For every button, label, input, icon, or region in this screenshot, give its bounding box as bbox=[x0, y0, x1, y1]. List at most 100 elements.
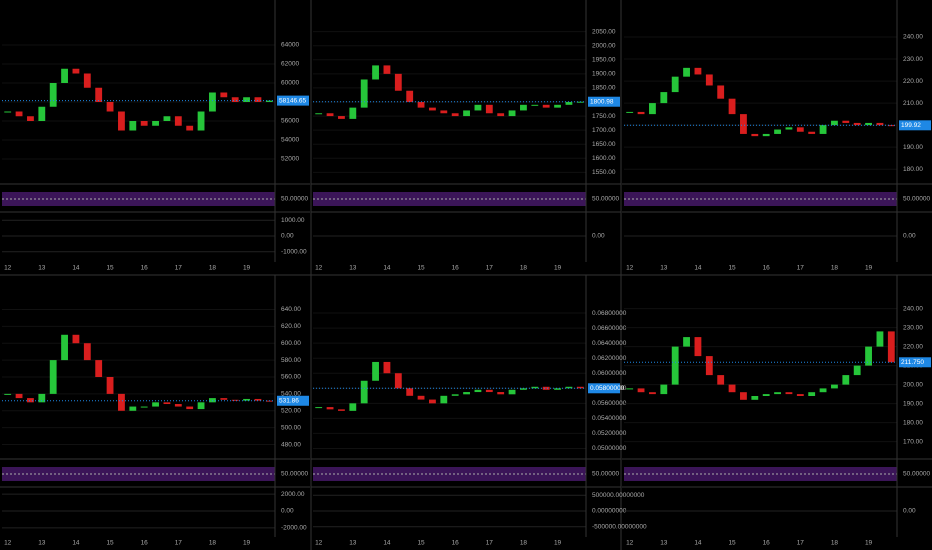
candle bbox=[72, 334, 80, 344]
candle bbox=[831, 120, 838, 126]
candle bbox=[728, 98, 736, 115]
macd-tick-label: 0.00 bbox=[281, 508, 294, 515]
candle bbox=[394, 373, 402, 389]
x-tick-label: 16 bbox=[763, 540, 771, 547]
y-tick-label: 520.00 bbox=[281, 407, 301, 414]
x-tick-label: 12 bbox=[315, 540, 323, 547]
candle bbox=[808, 131, 816, 134]
y-tick-label: 1950.00 bbox=[592, 56, 616, 63]
x-tick-label: 17 bbox=[175, 540, 183, 547]
x-tick-label: 13 bbox=[660, 540, 668, 547]
y-tick-label: 0.06200000 bbox=[592, 355, 627, 362]
y-tick-label: 56000 bbox=[281, 118, 299, 125]
candle bbox=[140, 406, 148, 408]
rsi-tick-label: 50.00000 bbox=[281, 471, 308, 478]
candle bbox=[508, 389, 516, 395]
price-badge bbox=[899, 120, 931, 131]
price-badge bbox=[277, 95, 309, 106]
x-tick-label: 14 bbox=[383, 265, 391, 272]
candle bbox=[887, 331, 895, 363]
candle bbox=[876, 122, 884, 126]
x-tick-label: 15 bbox=[417, 265, 425, 272]
candle bbox=[853, 122, 861, 126]
candle bbox=[152, 402, 159, 407]
y-tick-label: 0.06400000 bbox=[592, 340, 627, 347]
y-tick-label: 640.00 bbox=[281, 306, 301, 313]
y-tick-label: 480.00 bbox=[281, 441, 301, 448]
candle bbox=[842, 120, 850, 123]
y-tick-label: 240.00 bbox=[903, 305, 923, 312]
candle bbox=[451, 113, 459, 117]
candle bbox=[762, 133, 770, 137]
x-tick-label: 15 bbox=[106, 265, 114, 272]
x-tick-label: 13 bbox=[349, 540, 357, 547]
candle bbox=[163, 402, 171, 405]
x-tick-label: 14 bbox=[694, 540, 702, 547]
x-tick-label: 13 bbox=[660, 265, 668, 272]
rsi-tick-label: 50.00000 bbox=[592, 471, 619, 478]
candle bbox=[83, 343, 91, 361]
candle bbox=[796, 394, 804, 396]
candle bbox=[637, 111, 645, 115]
macd-tick-label: 0.00 bbox=[592, 233, 605, 240]
candle bbox=[27, 116, 34, 121]
candle bbox=[315, 113, 323, 115]
candle bbox=[565, 102, 573, 105]
rsi-tick-label: 50.00000 bbox=[903, 196, 930, 203]
candle bbox=[197, 402, 205, 410]
candle bbox=[129, 121, 137, 131]
candle bbox=[417, 395, 425, 400]
current-price: 0.05800000 bbox=[590, 385, 625, 392]
candle bbox=[626, 388, 634, 390]
y-tick-label: 170.00 bbox=[903, 438, 923, 445]
candle bbox=[220, 92, 228, 98]
candle bbox=[876, 331, 884, 347]
candle bbox=[463, 110, 470, 117]
candle bbox=[429, 107, 436, 111]
candle bbox=[440, 110, 448, 114]
candle bbox=[542, 104, 550, 108]
y-tick-label: 620.00 bbox=[281, 323, 301, 330]
rsi-tick-label: 50.00000 bbox=[903, 471, 930, 478]
candle bbox=[554, 388, 561, 390]
y-tick-label: 2050.00 bbox=[592, 28, 616, 35]
candle bbox=[740, 392, 747, 400]
candle bbox=[542, 386, 550, 390]
candle bbox=[152, 121, 159, 126]
candle bbox=[254, 97, 262, 102]
x-tick-label: 15 bbox=[728, 540, 736, 547]
candle bbox=[49, 83, 57, 107]
current-price: 1800.98 bbox=[590, 98, 614, 105]
candle bbox=[209, 92, 216, 112]
candle bbox=[118, 393, 125, 411]
y-tick-label: 180.00 bbox=[903, 166, 923, 173]
candle bbox=[671, 76, 679, 93]
candle bbox=[406, 90, 414, 102]
macd-tick-label: 0.00 bbox=[903, 233, 916, 240]
y-tick-label: 230.00 bbox=[903, 324, 923, 331]
x-tick-label: 17 bbox=[797, 540, 805, 547]
x-tick-label: 13 bbox=[38, 265, 46, 272]
x-tick-label: 16 bbox=[763, 265, 771, 272]
candle bbox=[243, 398, 250, 401]
current-price: 531.86 bbox=[279, 397, 299, 404]
x-tick-label: 13 bbox=[349, 265, 357, 272]
current-price: 58146.65 bbox=[279, 97, 306, 104]
macd-tick-label: -1000.00 bbox=[281, 248, 307, 255]
candle bbox=[554, 104, 561, 108]
y-tick-label: 220.00 bbox=[903, 343, 923, 350]
macd-tick-label: 0.00 bbox=[281, 233, 294, 240]
candle bbox=[853, 365, 861, 376]
candle bbox=[231, 399, 239, 401]
candle bbox=[383, 65, 391, 74]
y-tick-label: 230.00 bbox=[903, 56, 923, 63]
y-tick-label: 200.00 bbox=[903, 381, 923, 388]
candle bbox=[38, 106, 46, 121]
candle bbox=[728, 384, 736, 393]
macd-tick-label: 0.00 bbox=[903, 508, 916, 515]
x-tick-label: 19 bbox=[865, 540, 873, 547]
candle bbox=[360, 79, 368, 108]
x-tick-label: 17 bbox=[486, 540, 494, 547]
candle bbox=[694, 67, 702, 75]
y-tick-label: 1900.00 bbox=[592, 71, 616, 78]
